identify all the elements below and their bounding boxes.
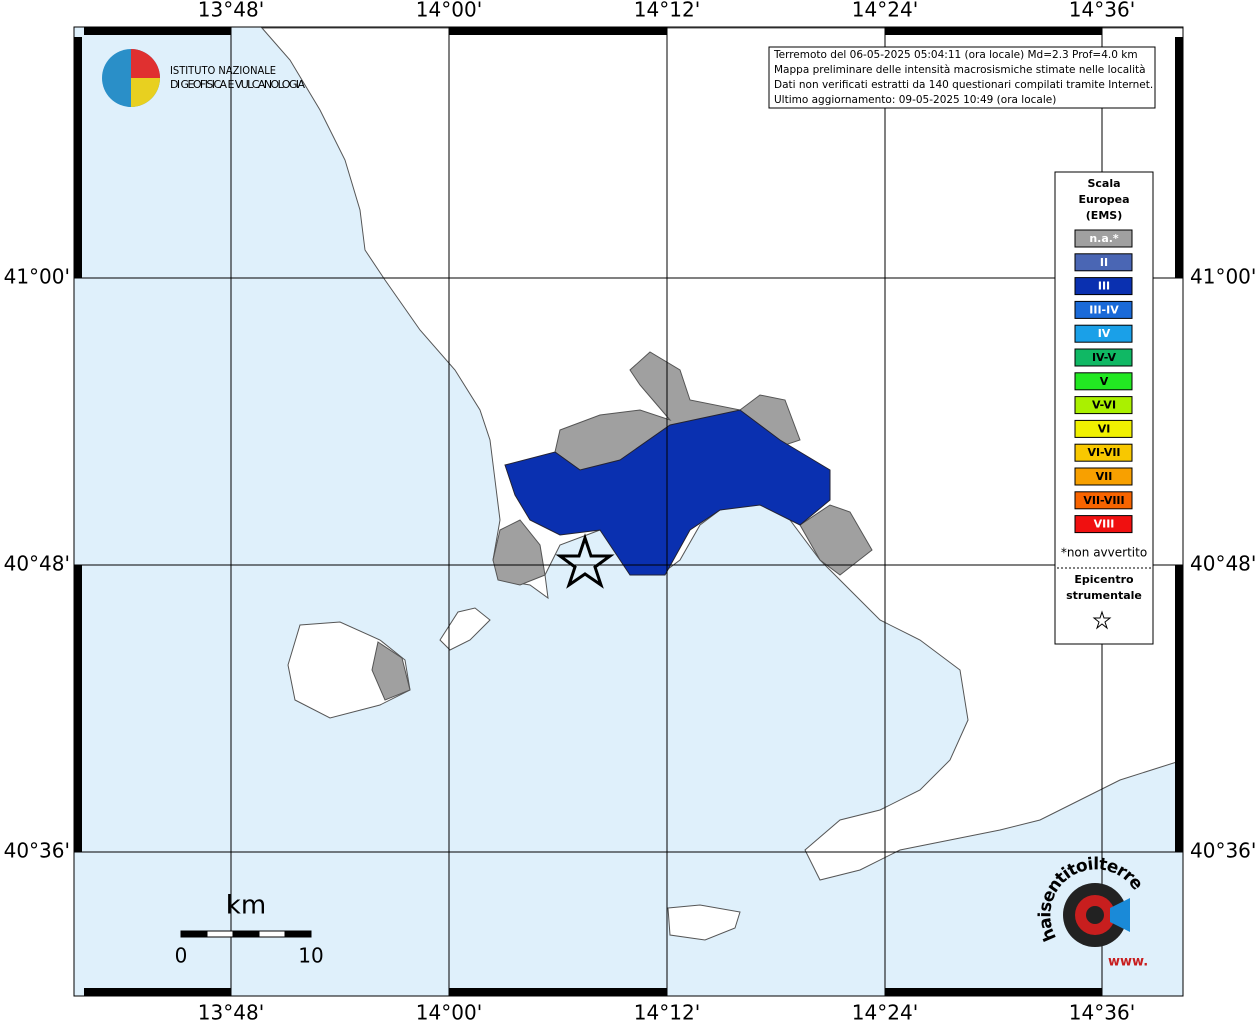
- legend-content: ScalaEuropea(EMS)n.a.*IIIIIIII-IVIVIV-VV…: [1057, 177, 1151, 630]
- legend-swatch: [1074, 300, 1133, 319]
- info-line: Dati non verificati estratti da 140 ques…: [774, 79, 1153, 91]
- legend-swatch: [1074, 348, 1133, 367]
- legend-label: II: [1100, 256, 1108, 269]
- frame-bar: [449, 988, 667, 996]
- lat-tick-label: 40°48': [4, 552, 70, 576]
- scale-segment: [284, 930, 312, 938]
- legend-swatch: [1074, 229, 1133, 248]
- lat-tick-label: 41°00': [1190, 265, 1256, 289]
- watermark-www: www.: [1108, 955, 1148, 970]
- frame-bar: [1175, 565, 1183, 852]
- info-text: Terremoto del 06-05-2025 05:04:11 (ora l…: [773, 49, 1153, 106]
- logo-text: DI GEOFISICA E VULCANOLOGIA: [170, 78, 305, 91]
- logo-segment: [131, 78, 160, 107]
- logo-ring: [1086, 906, 1104, 924]
- legend-label: III: [1098, 280, 1110, 293]
- legend-star: [1092, 610, 1112, 630]
- legend-label: VIII: [1094, 518, 1115, 531]
- logo-text: ISTITUTO NAZIONALE: [170, 64, 276, 77]
- info-line: Terremoto del 06-05-2025 05:04:11 (ora l…: [773, 49, 1138, 61]
- legend-swatch: [1074, 396, 1133, 415]
- lon-tick-label: 13°48': [198, 0, 264, 22]
- legend-label: III-IV: [1089, 303, 1119, 316]
- lat-tick-label: 40°36': [4, 839, 70, 863]
- legend-label: V-VI: [1092, 399, 1116, 412]
- legend-epicenter: strumentale: [1066, 589, 1142, 602]
- info-line: Mappa preliminare delle intensità macros…: [774, 64, 1146, 76]
- lon-tick-label: 14°36': [1069, 1001, 1135, 1024]
- legend-label: VI: [1098, 422, 1111, 435]
- scale-label: 0: [175, 944, 188, 968]
- epicenter-star: [555, 533, 615, 589]
- frame-bar: [84, 988, 231, 996]
- legend-label: IV: [1098, 327, 1111, 340]
- legend-swatch: [1074, 277, 1133, 296]
- legend-epicenter: Epicentro: [1074, 573, 1134, 586]
- lat-tick-label: 41°00': [4, 265, 70, 289]
- frame-bar: [885, 27, 1102, 35]
- lon-tick-label: 14°24': [852, 1001, 918, 1024]
- ingv-logo: ISTITUTO NAZIONALE DI GEOFISICA E VULCAN…: [102, 49, 305, 107]
- legend-label: VII-VIII: [1083, 494, 1124, 507]
- scale-bar: km 0 10: [175, 891, 324, 968]
- logo-segment: [131, 49, 160, 78]
- legend-swatch: [1074, 515, 1133, 534]
- capri: [667, 904, 741, 941]
- legend-swatch: [1074, 324, 1133, 343]
- scale-label: 10: [298, 944, 323, 968]
- legend-title: Europea: [1078, 193, 1129, 206]
- scale-segment: [258, 930, 286, 938]
- frame-bar: [885, 988, 1102, 996]
- scale-segment: [232, 930, 260, 938]
- info-line: Ultimo aggiornamento: 09-05-2025 10:49 (…: [774, 94, 1056, 106]
- info-box: [768, 46, 1156, 109]
- frame-bar: [1175, 37, 1183, 278]
- legend-swatch: [1074, 443, 1133, 462]
- frame-bar: [74, 37, 82, 278]
- map-frame: [73, 26, 1184, 997]
- ischia-felt: [371, 641, 411, 701]
- legend-swatch: [1074, 467, 1133, 486]
- lon-tick-label: 14°12': [634, 0, 700, 22]
- legend-swatch: [1074, 372, 1133, 391]
- legend-swatch: [1074, 419, 1133, 438]
- legend-swatch: [1074, 491, 1133, 510]
- scale-segment: [180, 930, 208, 938]
- procida: [439, 607, 491, 651]
- legend-label: VII: [1096, 470, 1113, 483]
- gray-area-east: [799, 504, 873, 576]
- lon-tick-label: 13°48': [198, 1001, 264, 1024]
- lat-tick-label: 40°36': [1190, 839, 1256, 863]
- legend-swatch: [1074, 253, 1133, 272]
- legend-note: *non avvertito: [1061, 546, 1147, 560]
- legend-label: IV-V: [1092, 351, 1117, 364]
- lon-tick-label: 14°24': [852, 0, 918, 22]
- gray-area-west: [492, 519, 546, 586]
- legend-title: Scala: [1087, 177, 1120, 190]
- legend-label: V: [1100, 375, 1109, 388]
- lat-tick-label: 40°48': [1190, 552, 1256, 576]
- lon-tick-label: 14°36': [1069, 0, 1135, 22]
- scale-segment: [206, 930, 234, 938]
- legend-label: n.a.*: [1089, 232, 1119, 245]
- legend-label: VI-VII: [1087, 446, 1120, 459]
- lon-tick-label: 14°00': [416, 1001, 482, 1024]
- lon-tick-label: 14°00': [416, 0, 482, 22]
- legend-title: (EMS): [1086, 209, 1122, 222]
- frame-bar: [74, 565, 82, 852]
- frame-bar: [84, 27, 231, 35]
- frame-bar: [449, 27, 667, 35]
- lon-tick-label: 14°12': [634, 1001, 700, 1024]
- scale-unit: km: [226, 891, 266, 921]
- logo-speaker: [1110, 898, 1130, 932]
- graticule: [74, 27, 1183, 996]
